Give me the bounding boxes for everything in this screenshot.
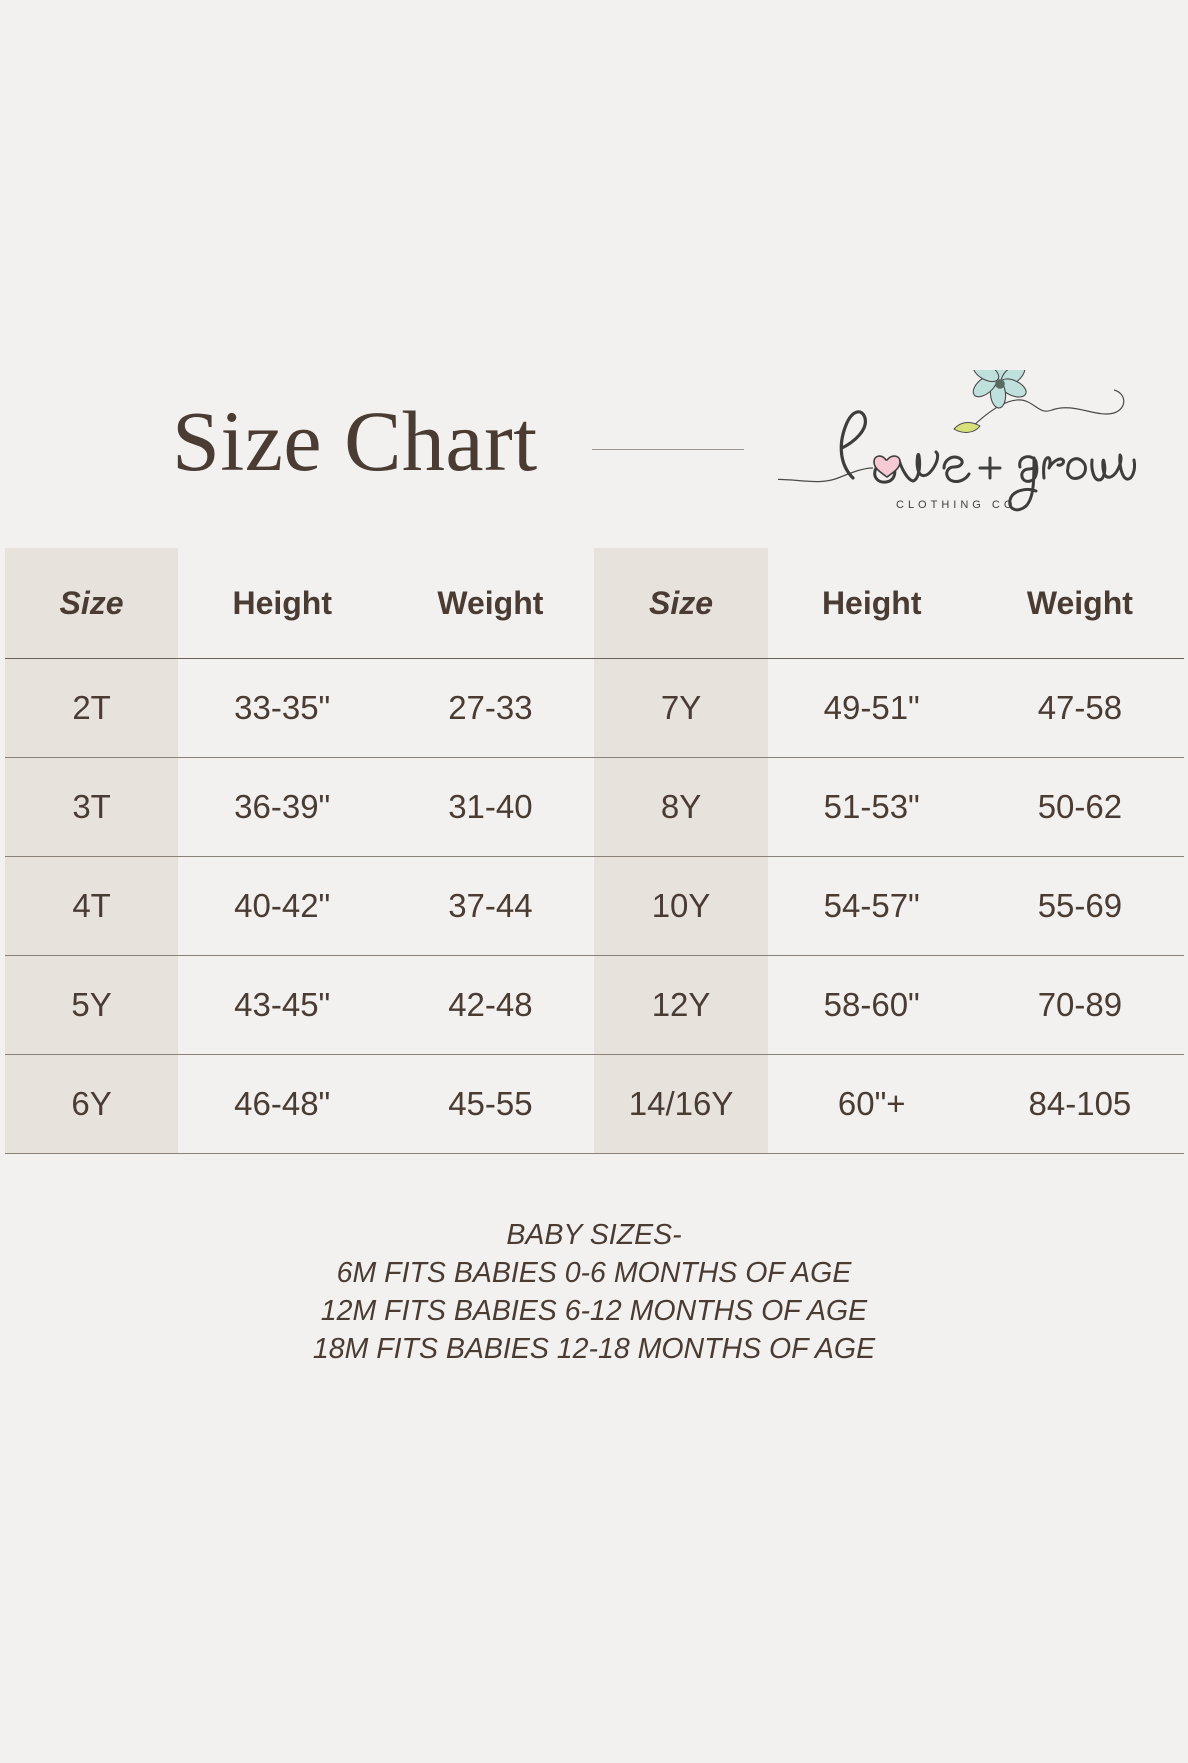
svg-text:CLOTHING CO: CLOTHING CO	[896, 499, 1016, 511]
